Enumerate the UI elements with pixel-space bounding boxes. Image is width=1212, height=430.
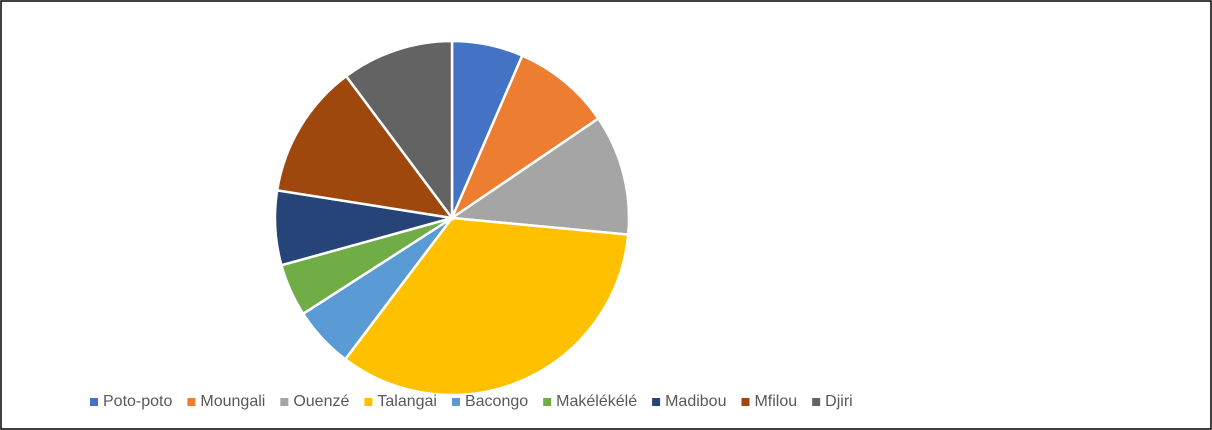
pie-slice: [343, 216, 630, 397]
legend-marker: [451, 398, 460, 406]
legend-marker: [90, 398, 98, 406]
legend-label: Mfilou: [754, 393, 797, 410]
pie-slice: [449, 53, 601, 222]
legend-marker: [187, 398, 196, 406]
legend-marker: [280, 398, 289, 406]
legend-marker: [741, 398, 750, 406]
legend-label: Madibou: [665, 393, 726, 410]
legend-marker: [652, 398, 661, 406]
legend-marker: [812, 398, 821, 406]
legend-label: Talangai: [377, 393, 437, 410]
legend-label: Ouenzé: [293, 393, 349, 410]
legend-label: Moungali: [200, 393, 265, 410]
legend-label: Poto-poto: [103, 393, 172, 410]
pie-slice: [344, 39, 454, 222]
legend-label: Makélékélé: [556, 393, 637, 410]
legend-label: Bacongo: [465, 393, 528, 410]
legend-marker: [543, 398, 552, 406]
pie-slice: [448, 116, 631, 237]
legend-marker: [364, 398, 373, 406]
pie-slice: [275, 74, 455, 220]
legend-label: Djiri: [825, 393, 853, 410]
